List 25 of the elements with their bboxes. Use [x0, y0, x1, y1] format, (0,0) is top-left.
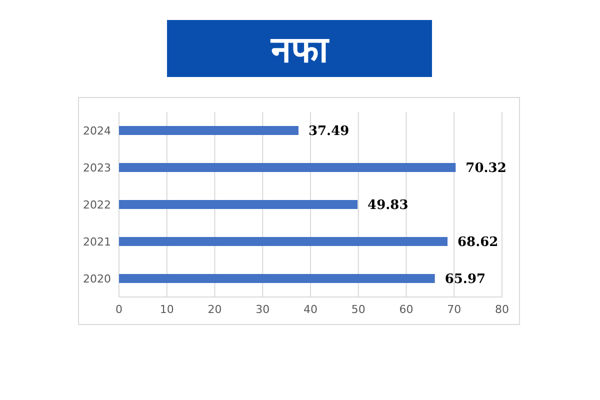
y-tick-label: 2021	[83, 235, 111, 248]
x-tick-label: 70	[447, 302, 462, 316]
x-tick-label: 30	[256, 302, 270, 316]
x-tick-label: 0	[116, 302, 122, 316]
bar	[119, 200, 358, 209]
data-label: 65.97	[444, 272, 486, 288]
bar	[119, 274, 435, 283]
bar	[119, 126, 298, 135]
y-tick-label: 2024	[83, 124, 111, 138]
x-tick-label: 60	[399, 302, 414, 316]
x-tick-label: 80	[495, 302, 509, 316]
bar	[119, 237, 448, 246]
y-tick-label: 2022	[83, 198, 111, 212]
data-label: 37.49	[308, 124, 350, 140]
data-label: 68.62	[458, 235, 498, 250]
y-tick-label: 2020	[83, 272, 111, 286]
data-label: 70.32	[466, 161, 506, 176]
y-tick-label: 2023	[83, 161, 111, 174]
data-label: 49.83	[368, 198, 408, 214]
bar	[119, 163, 456, 172]
chart-title: नफा	[167, 20, 432, 77]
x-tick-label: 10	[160, 302, 174, 316]
x-tick-label: 40	[304, 302, 318, 316]
x-tick-label: 50	[351, 302, 366, 316]
x-tick-label: 20	[208, 302, 222, 316]
